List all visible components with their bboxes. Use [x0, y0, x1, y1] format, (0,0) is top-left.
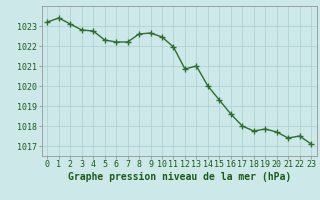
X-axis label: Graphe pression niveau de la mer (hPa): Graphe pression niveau de la mer (hPa)	[68, 172, 291, 182]
